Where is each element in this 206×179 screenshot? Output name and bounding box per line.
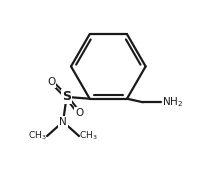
Text: O: O xyxy=(75,108,83,118)
Text: CH$_3$: CH$_3$ xyxy=(28,130,47,142)
Text: CH$_3$: CH$_3$ xyxy=(79,130,98,142)
Text: N: N xyxy=(59,117,67,127)
Text: O: O xyxy=(47,77,56,87)
Text: NH$_2$: NH$_2$ xyxy=(162,95,183,109)
Text: S: S xyxy=(62,90,71,103)
